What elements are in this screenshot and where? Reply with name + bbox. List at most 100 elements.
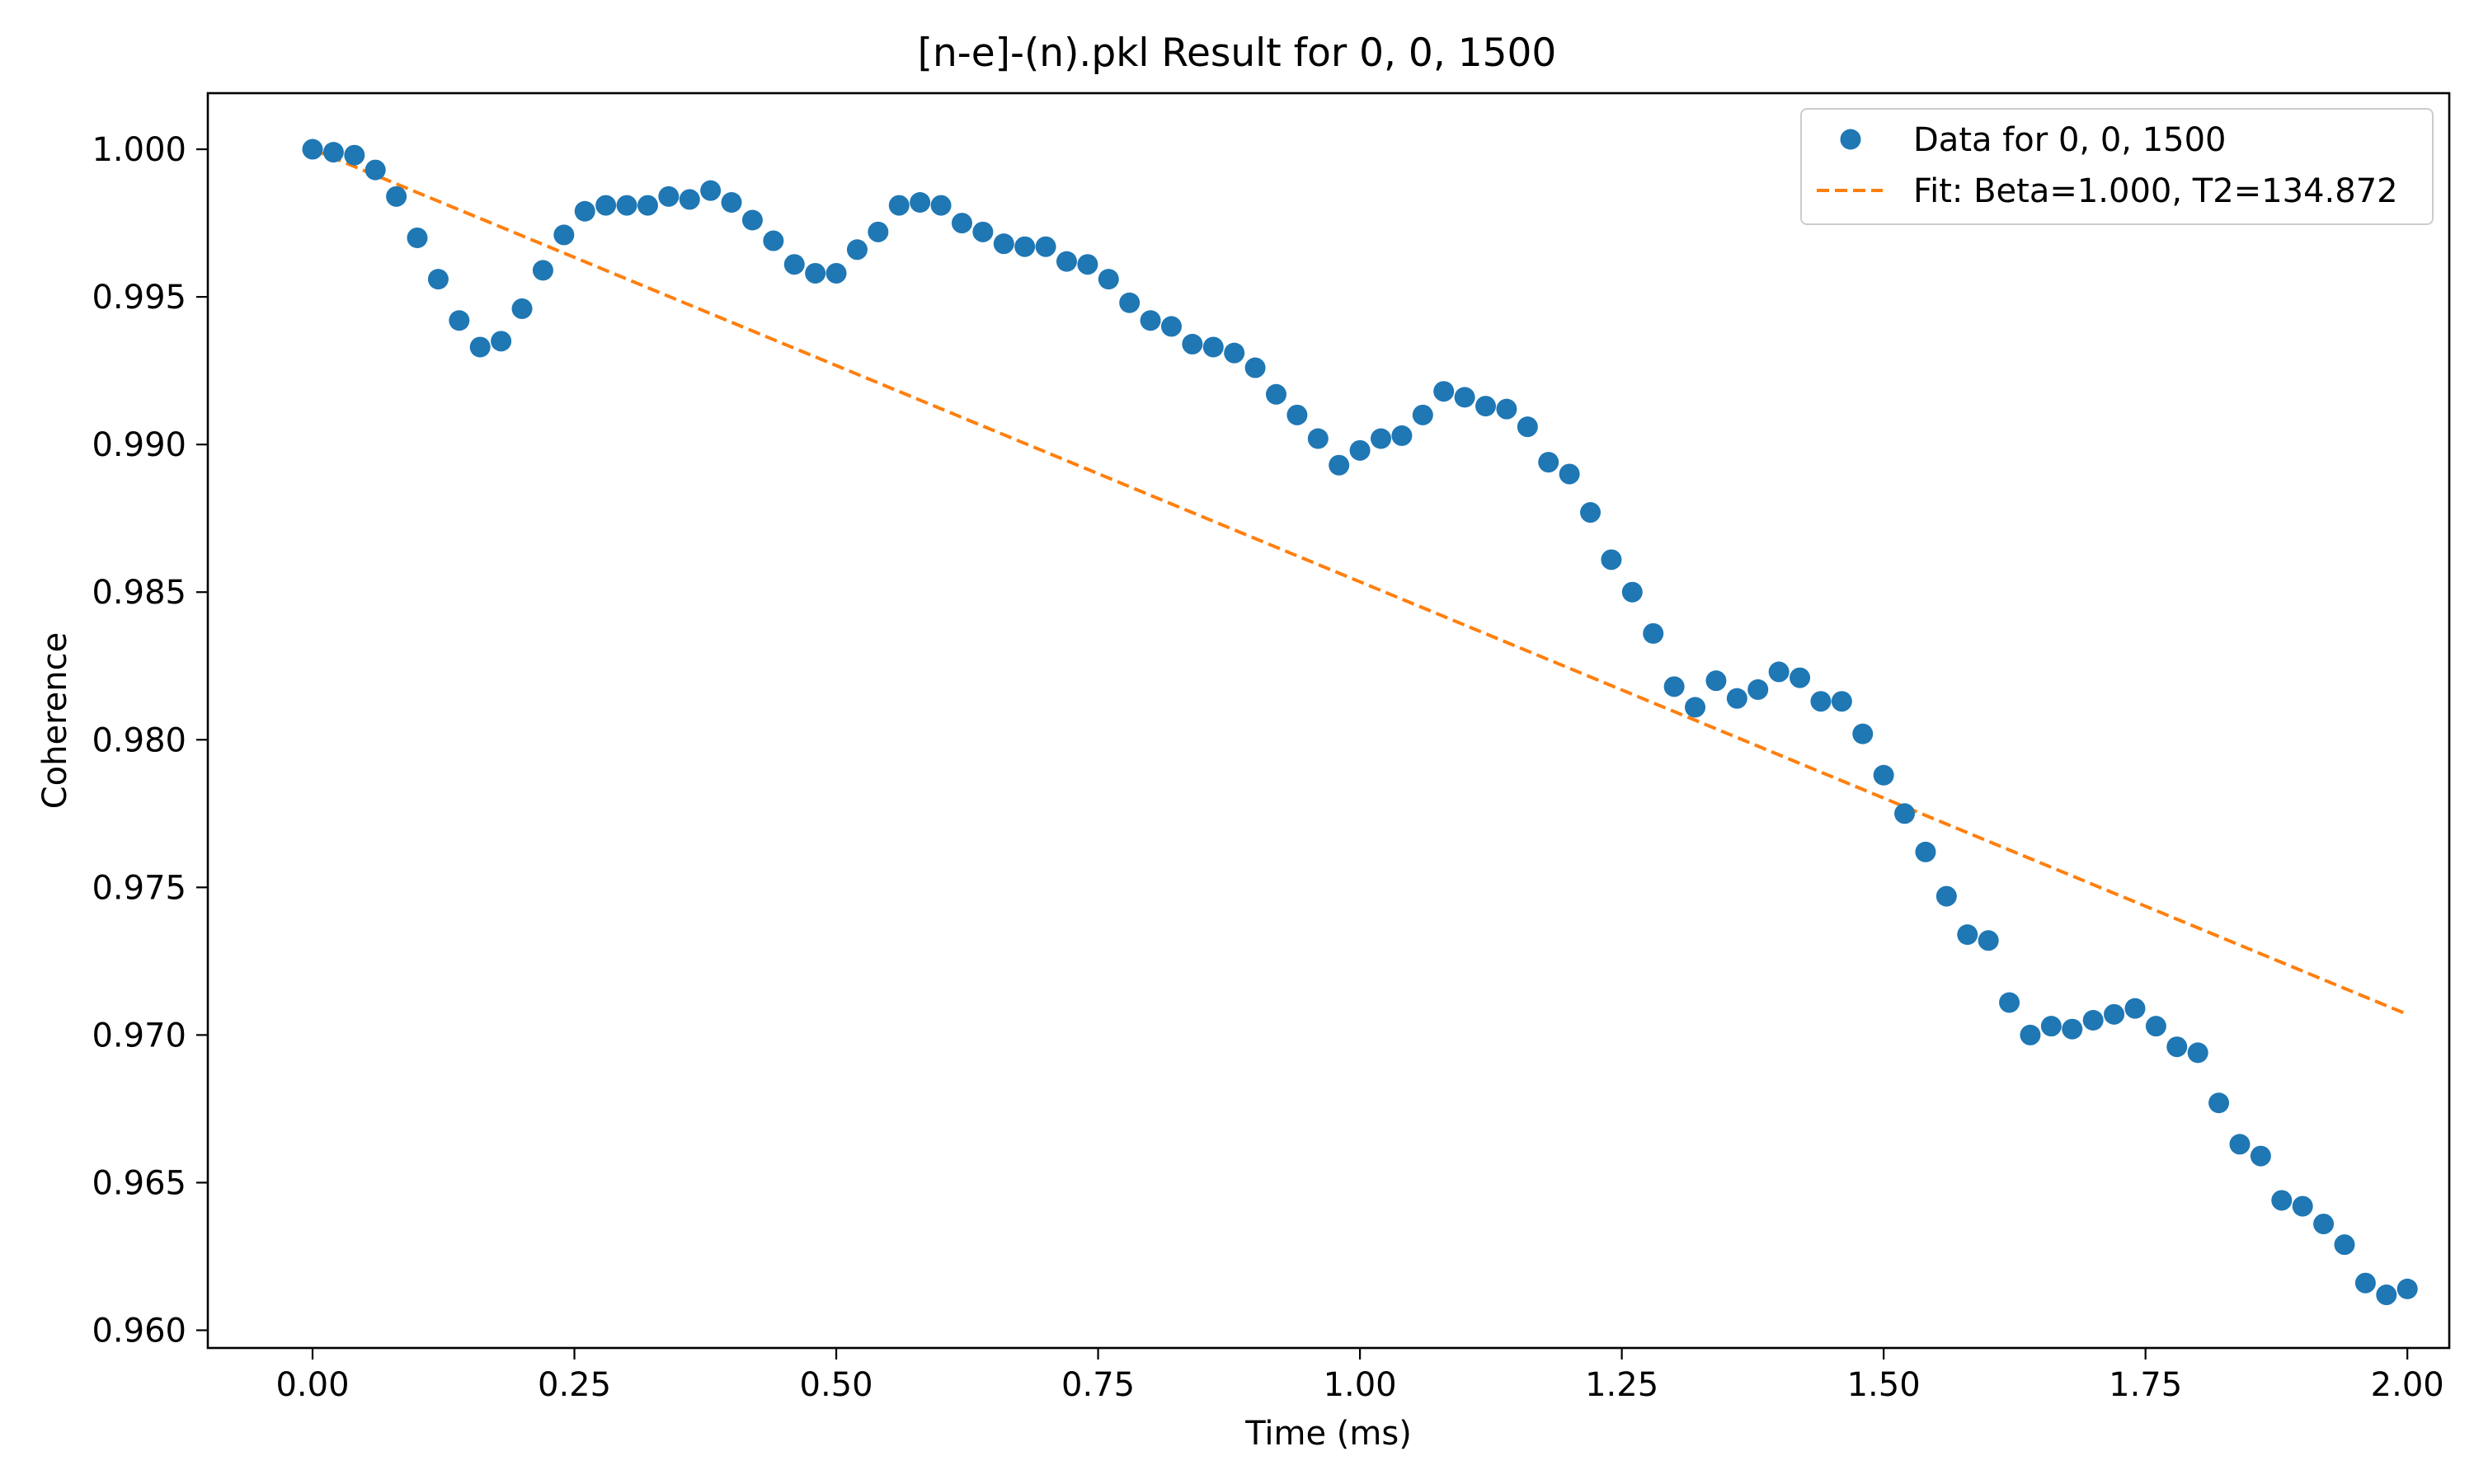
data-point (1999, 992, 2020, 1013)
y-tick-label: 0.975 (92, 869, 186, 907)
data-point (511, 298, 533, 319)
data-point (1957, 924, 1978, 946)
data-point (2334, 1234, 2355, 1256)
data-point (741, 209, 763, 231)
legend-marker-data (1840, 129, 1861, 150)
x-tick-label: 1.25 (1585, 1366, 1658, 1404)
data-point (993, 233, 1014, 255)
data-point (825, 262, 847, 284)
data-point (1726, 688, 1747, 709)
data-point (1056, 251, 1077, 272)
plot-frame (206, 92, 2451, 1350)
x-axis: 0.00 0.25 0.50 0.75 1.00 1.25 1.50 1.75 2.00 (275, 1348, 2444, 1404)
y-tick-label: 0.970 (92, 1017, 186, 1054)
y-tick-label: 0.985 (92, 574, 186, 612)
legend-label-fit: Fit: Beta=1.000, T2=134.872 (1913, 172, 2398, 210)
data-point (1559, 463, 1580, 485)
data-point (427, 269, 449, 290)
data-point (2208, 1092, 2230, 1114)
y-tick-label: 0.990 (92, 426, 186, 464)
data-point (763, 230, 784, 251)
data-point (553, 224, 575, 246)
data-point (951, 213, 972, 234)
data-point (344, 144, 365, 166)
data-point (1852, 723, 1874, 744)
data-point (365, 159, 386, 181)
data-point (1935, 885, 1957, 907)
data-point (1265, 383, 1286, 405)
data-point (1643, 622, 1664, 644)
data-point (1371, 428, 1392, 449)
data-point (595, 195, 617, 216)
y-axis: 0.960 0.965 0.970 0.975 0.980 0.985 0.990 0.995… (92, 131, 208, 1350)
y-tick-label: 0.960 (92, 1313, 186, 1350)
data-point (1098, 269, 1119, 290)
data-point (783, 254, 805, 275)
data-point (1077, 254, 1098, 275)
data-point (1915, 841, 1936, 862)
data-point (1810, 691, 1832, 712)
y-tick-label: 0.995 (92, 279, 186, 317)
data-point (1894, 803, 1916, 824)
data-point (1433, 381, 1455, 402)
data-point (637, 195, 658, 216)
data-point (1391, 425, 1413, 446)
x-tick-label: 0.75 (1061, 1366, 1135, 1404)
data-point (1349, 439, 1371, 461)
data-point (700, 180, 722, 201)
data-point (721, 192, 742, 214)
data-point (1621, 581, 1643, 603)
legend: Data for 0, 0, 1500 Fit: Beta=1.000, T2=1… (1800, 108, 2434, 225)
data-point (449, 310, 470, 331)
data-point (2104, 1003, 2125, 1025)
data-point (1873, 764, 1894, 786)
data-point (679, 189, 700, 210)
data-point (930, 195, 952, 216)
data-point (386, 186, 407, 207)
data-point (1580, 502, 1602, 524)
data-point (1705, 670, 1727, 692)
data-point (469, 336, 491, 358)
data-point (846, 239, 868, 261)
data-point (407, 227, 428, 248)
x-tick-label: 2.00 (2371, 1366, 2444, 1404)
data-point (2396, 1278, 2418, 1299)
data-point (1831, 691, 1852, 712)
x-tick-label: 0.25 (538, 1366, 611, 1404)
data-point (1182, 333, 1203, 355)
data-point (2062, 1018, 2083, 1040)
data-point (2124, 998, 2146, 1019)
data-point (658, 186, 680, 207)
data-point (1768, 661, 1790, 683)
data-point (2187, 1042, 2208, 1064)
data-point (972, 221, 994, 242)
data-point (2292, 1195, 2313, 1217)
x-tick-label: 0.00 (275, 1366, 349, 1404)
data-point (2271, 1190, 2293, 1211)
x-tick-label: 1.75 (2109, 1366, 2182, 1404)
chart-title: [n-e]-(n).pkl Result for 0, 0, 1500 (918, 31, 1557, 76)
y-tick-label: 0.980 (92, 721, 186, 759)
fit-line (312, 148, 2408, 1017)
data-point (322, 142, 344, 163)
data-point (1224, 342, 1245, 364)
data-point (1412, 404, 1433, 425)
plot-area (302, 139, 2418, 1306)
x-tick-label: 1.50 (1847, 1366, 1921, 1404)
data-point (1160, 316, 1182, 337)
data-point (1140, 310, 1161, 331)
data-point (2354, 1272, 2376, 1294)
data-point (2020, 1024, 2041, 1045)
y-axis-label: Coherence (36, 632, 74, 810)
data-point (1307, 428, 1329, 449)
data-point (868, 221, 889, 242)
data-point (491, 331, 512, 352)
data-point (1329, 454, 1350, 476)
data-point (1244, 357, 1266, 378)
data-point (805, 262, 826, 284)
data-point (888, 195, 910, 216)
data-point (1035, 236, 1056, 257)
legend-box (1800, 108, 2434, 225)
